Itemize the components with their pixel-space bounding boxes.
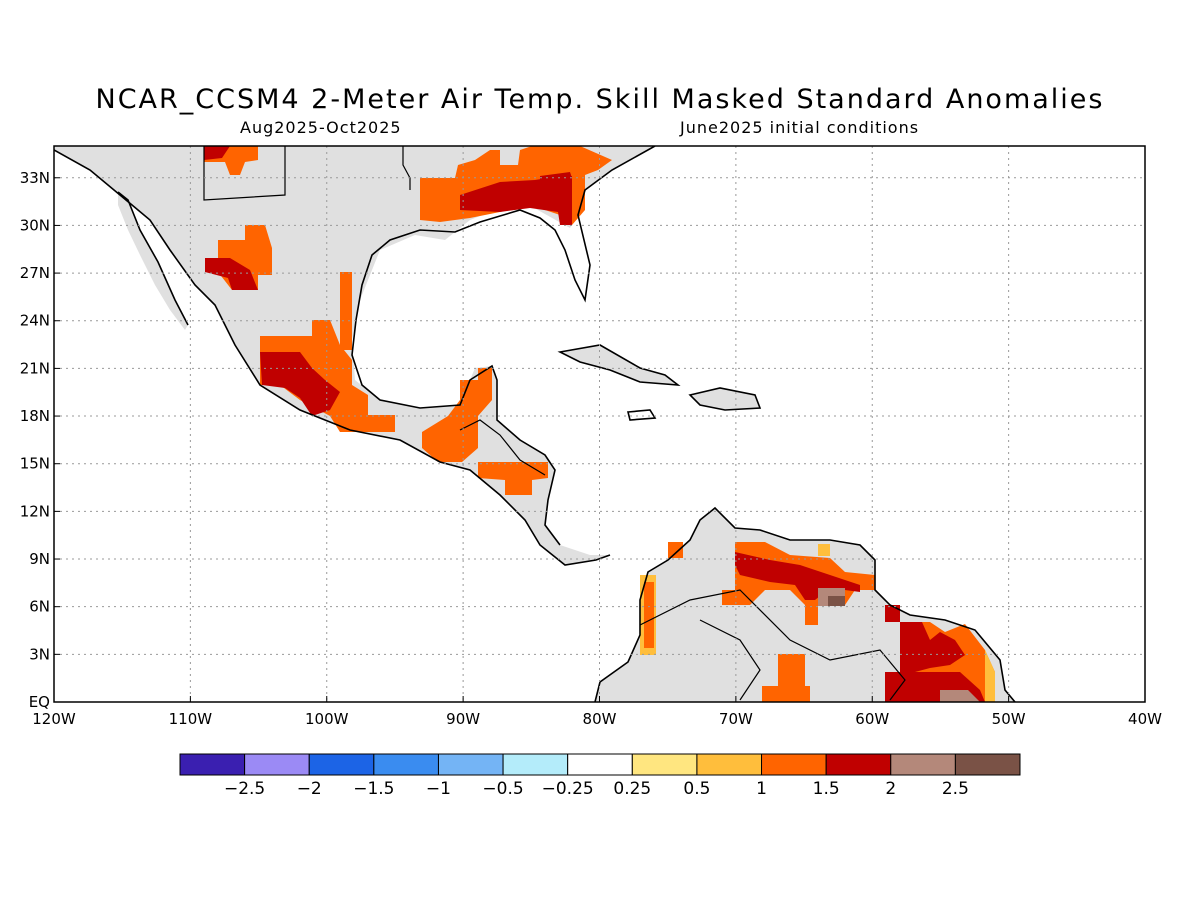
colorbar: −2.5 −2 −1.5 −1 −0.5 −0.25 0.25 0.5 1 1.5 2 2.5 xyxy=(179,753,1021,799)
x-tick-label: 80W xyxy=(583,710,617,728)
y-tick-label: 30N xyxy=(20,216,50,234)
x-tick-label: 100W xyxy=(305,710,349,728)
y-tick-label: 6N xyxy=(29,598,50,616)
colorbar-swatch xyxy=(761,753,827,776)
colorbar-swatch xyxy=(308,753,375,776)
y-axis-ticks: EQ 3N 6N 9N 12N 15N 18N 21N 24N 27N 30N 33N xyxy=(20,169,60,711)
x-tick-label: 110W xyxy=(169,710,213,728)
colorbar-label: 0.25 xyxy=(613,779,651,799)
colorbar-label: 1 xyxy=(756,779,767,799)
y-tick-label: 27N xyxy=(20,264,50,282)
colorbar-label: −1.5 xyxy=(353,779,394,799)
colorbar-label: −0.25 xyxy=(542,779,594,799)
colorbar-swatch xyxy=(890,753,956,776)
map-title: NCAR_CCSM4 2-Meter Air Temp. Skill Maske… xyxy=(95,84,1105,115)
y-tick-label: 9N xyxy=(29,550,50,568)
colorbar-label: −2.5 xyxy=(224,779,265,799)
forecast-period: Aug2025-Oct2025 xyxy=(240,118,402,137)
colorbar-label: −2 xyxy=(297,779,322,799)
x-tick-label: 40W xyxy=(1128,710,1162,728)
colorbar-label: 2.5 xyxy=(942,779,969,799)
colorbar-swatch xyxy=(567,753,633,776)
y-tick-label: 3N xyxy=(29,645,50,663)
colorbar-label: −1 xyxy=(426,779,451,799)
colorbar-swatch xyxy=(437,753,504,776)
colorbar-label: 0.5 xyxy=(683,779,710,799)
grid-lines xyxy=(54,146,1145,702)
colorbar-swatch xyxy=(954,753,1021,776)
x-tick-label: 60W xyxy=(855,710,889,728)
colorbar-label: 1.5 xyxy=(813,779,840,799)
y-tick-label: 33N xyxy=(20,169,50,187)
x-tick-label: 90W xyxy=(446,710,480,728)
y-tick-label: 21N xyxy=(20,359,50,377)
y-tick-label: 12N xyxy=(20,502,50,520)
colorbar-swatch xyxy=(631,753,698,776)
colorbar-swatch xyxy=(696,753,763,776)
x-axis-ticks: 120W 110W 100W 90W 80W 70W 60W 50W 40W xyxy=(32,696,1162,728)
initial-conditions: June2025 initial conditions xyxy=(680,118,920,137)
plot-area xyxy=(54,146,1145,702)
anomaly-fills xyxy=(204,146,995,702)
colorbar-swatch xyxy=(502,753,569,776)
y-tick-label: 18N xyxy=(20,407,50,425)
colorbar-swatch xyxy=(825,753,892,776)
y-tick-label: 24N xyxy=(20,312,50,330)
colorbar-swatch xyxy=(179,753,246,776)
coastlines xyxy=(54,146,1016,702)
y-tick-label: 15N xyxy=(20,455,50,473)
colorbar-swatch xyxy=(244,753,310,776)
x-tick-label: 120W xyxy=(32,710,76,728)
x-tick-label: 70W xyxy=(719,710,753,728)
colorbar-label: −0.5 xyxy=(482,779,523,799)
x-tick-label: 50W xyxy=(992,710,1026,728)
colorbar-label: 2 xyxy=(885,779,896,799)
y-tick-label: EQ xyxy=(29,693,50,711)
colorbar-swatch xyxy=(373,753,439,776)
